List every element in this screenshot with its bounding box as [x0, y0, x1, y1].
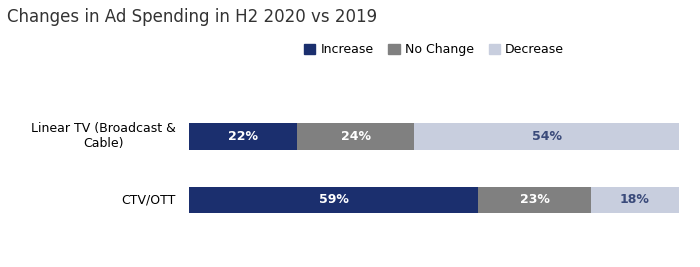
- Bar: [297, 123, 414, 150]
- Text: 22%: 22%: [228, 130, 258, 143]
- Text: 24%: 24%: [341, 130, 370, 143]
- Bar: [189, 187, 478, 213]
- Text: 54%: 54%: [532, 130, 561, 143]
- Text: 23%: 23%: [519, 194, 550, 206]
- Bar: [478, 187, 591, 213]
- Bar: [414, 123, 679, 150]
- Legend: Increase, No Change, Decrease: Increase, No Change, Decrease: [299, 38, 569, 61]
- Text: Changes in Ad Spending in H2 2020 vs 2019: Changes in Ad Spending in H2 2020 vs 201…: [7, 8, 377, 26]
- Text: 59%: 59%: [318, 194, 349, 206]
- Text: 18%: 18%: [620, 194, 650, 206]
- Bar: [591, 187, 679, 213]
- Bar: [189, 123, 297, 150]
